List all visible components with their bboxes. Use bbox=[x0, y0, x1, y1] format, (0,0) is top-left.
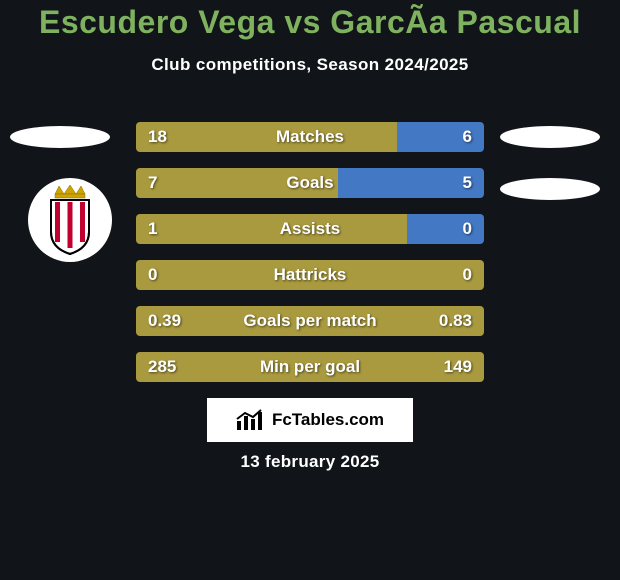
bar-chart-icon bbox=[236, 409, 266, 431]
crest-icon bbox=[41, 184, 99, 256]
club-crest bbox=[28, 178, 112, 262]
player-ellipse-left bbox=[10, 126, 110, 148]
bar-row: 0.390.83Goals per match bbox=[136, 306, 484, 336]
bar-row: 186Matches bbox=[136, 122, 484, 152]
page-subtitle: Club competitions, Season 2024/2025 bbox=[0, 55, 620, 75]
bar-row: 10Assists bbox=[136, 214, 484, 244]
bar-label: Hattricks bbox=[136, 260, 484, 290]
bar-label: Goals per match bbox=[136, 306, 484, 336]
bar-row: 00Hattricks bbox=[136, 260, 484, 290]
bar-label: Min per goal bbox=[136, 352, 484, 382]
bar-label: Assists bbox=[136, 214, 484, 244]
player-ellipse-right-1 bbox=[500, 126, 600, 148]
bar-row: 285149Min per goal bbox=[136, 352, 484, 382]
fctables-label: FcTables.com bbox=[272, 410, 384, 430]
page-title: Escudero Vega vs GarcÃ­a Pascual bbox=[0, 0, 620, 41]
comparison-infographic: Escudero Vega vs GarcÃ­a Pascual Club co… bbox=[0, 0, 620, 580]
infographic-date: 13 february 2025 bbox=[0, 452, 620, 472]
bar-label: Matches bbox=[136, 122, 484, 152]
bar-row: 75Goals bbox=[136, 168, 484, 198]
player-ellipse-right-2 bbox=[500, 178, 600, 200]
fctables-watermark: FcTables.com bbox=[207, 398, 413, 442]
comparison-bars: 186Matches 75Goals 10Assists 00Hattricks 0.3… bbox=[136, 122, 484, 398]
bar-label: Goals bbox=[136, 168, 484, 198]
